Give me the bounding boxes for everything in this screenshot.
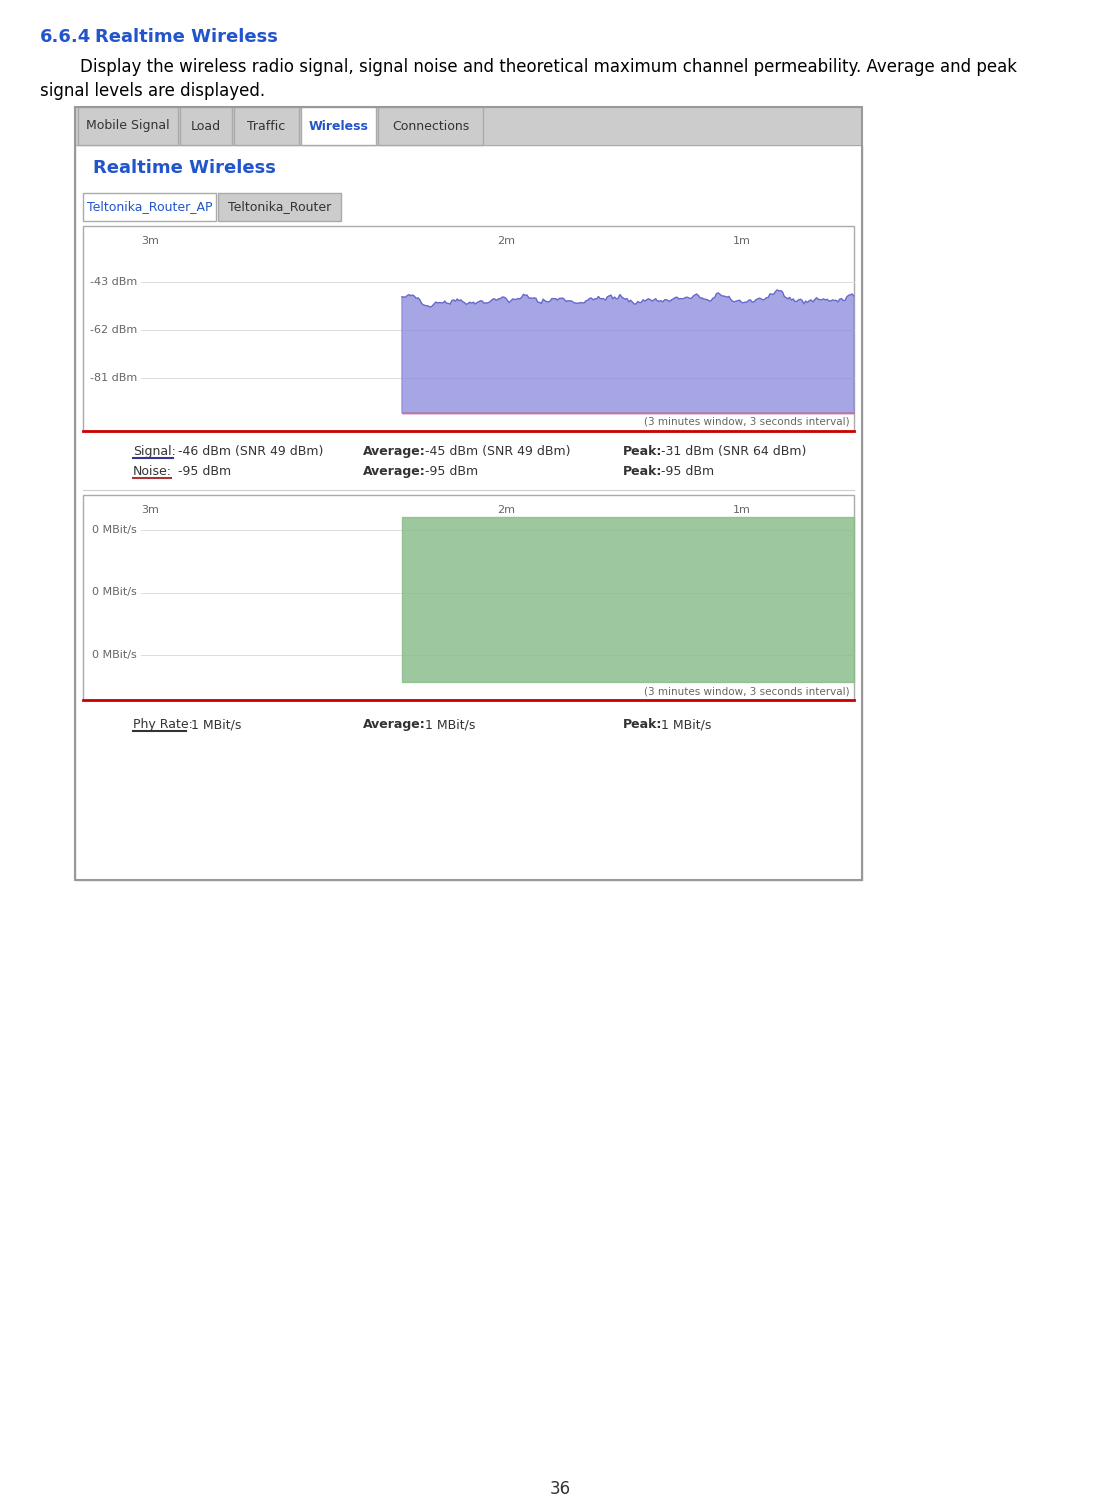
Polygon shape	[402, 517, 853, 683]
Bar	[180, 107, 232, 145]
Text: 3m: 3m	[141, 237, 159, 246]
Text: 0 MBit/s: 0 MBit/s	[92, 588, 137, 597]
Bar	[83, 226, 853, 431]
Text: 1m: 1m	[732, 505, 750, 515]
Text: 2m: 2m	[497, 505, 515, 515]
Text: signal levels are displayed.: signal levels are displayed.	[40, 81, 265, 99]
Text: Load: Load	[190, 119, 221, 133]
Text: 1 MBit/s: 1 MBit/s	[424, 717, 475, 731]
Text: -95 dBm: -95 dBm	[424, 466, 478, 478]
Text: Display the wireless radio signal, signal noise and theoretical maximum channel : Display the wireless radio signal, signa…	[80, 57, 1017, 75]
Text: 0 MBit/s: 0 MBit/s	[92, 650, 137, 660]
Text: Noise:: Noise:	[133, 466, 172, 478]
Text: -95 dBm: -95 dBm	[178, 466, 231, 478]
Text: Wireless: Wireless	[309, 119, 368, 133]
Text: 2m: 2m	[497, 237, 515, 246]
Text: Peak:: Peak:	[623, 445, 662, 458]
Text: Realtime Wireless: Realtime Wireless	[95, 29, 278, 47]
Text: -43 dBm: -43 dBm	[90, 277, 137, 286]
Bar	[75, 107, 862, 880]
Bar	[83, 193, 216, 222]
Polygon shape	[402, 289, 853, 413]
Text: Peak:: Peak:	[623, 466, 662, 478]
Text: -45 dBm (SNR 49 dBm): -45 dBm (SNR 49 dBm)	[424, 445, 570, 458]
Text: 1m: 1m	[732, 237, 750, 246]
Text: 1 MBit/s: 1 MBit/s	[661, 717, 711, 731]
Text: Average:: Average:	[363, 717, 426, 731]
Text: 1 MBit/s: 1 MBit/s	[192, 717, 242, 731]
Text: -95 dBm: -95 dBm	[661, 466, 715, 478]
Text: -81 dBm: -81 dBm	[90, 372, 137, 383]
Text: -62 dBm: -62 dBm	[90, 326, 137, 335]
Text: (3 minutes window, 3 seconds interval): (3 minutes window, 3 seconds interval)	[644, 686, 850, 696]
Text: 0 MBit/s: 0 MBit/s	[92, 524, 137, 535]
Text: -46 dBm (SNR 49 dBm): -46 dBm (SNR 49 dBm)	[178, 445, 324, 458]
Text: Realtime Wireless: Realtime Wireless	[93, 160, 276, 176]
Text: Connections: Connections	[392, 119, 469, 133]
Bar	[83, 494, 853, 699]
Text: Average:: Average:	[363, 466, 426, 478]
Text: 6.6.4: 6.6.4	[40, 29, 91, 47]
Text: Traffic: Traffic	[248, 119, 286, 133]
Text: Phy Rate:: Phy Rate:	[133, 717, 193, 731]
Text: 36: 36	[550, 1480, 570, 1498]
Text: Peak:: Peak:	[623, 717, 662, 731]
Text: Mobile Signal: Mobile Signal	[86, 119, 170, 133]
Text: Teltonika_Router_AP: Teltonika_Router_AP	[86, 200, 213, 214]
Bar	[75, 145, 862, 880]
Bar	[78, 107, 178, 145]
Bar	[234, 107, 299, 145]
Text: Teltonika_Router: Teltonika_Router	[227, 200, 332, 214]
Text: Average:: Average:	[363, 445, 426, 458]
Bar	[377, 107, 483, 145]
Bar	[301, 107, 376, 145]
Text: (3 minutes window, 3 seconds interval): (3 minutes window, 3 seconds interval)	[644, 417, 850, 426]
Text: 3m: 3m	[141, 505, 159, 515]
Bar	[218, 193, 340, 222]
Text: -31 dBm (SNR 64 dBm): -31 dBm (SNR 64 dBm)	[661, 445, 806, 458]
Bar	[75, 107, 862, 145]
Text: Signal:: Signal:	[133, 445, 176, 458]
